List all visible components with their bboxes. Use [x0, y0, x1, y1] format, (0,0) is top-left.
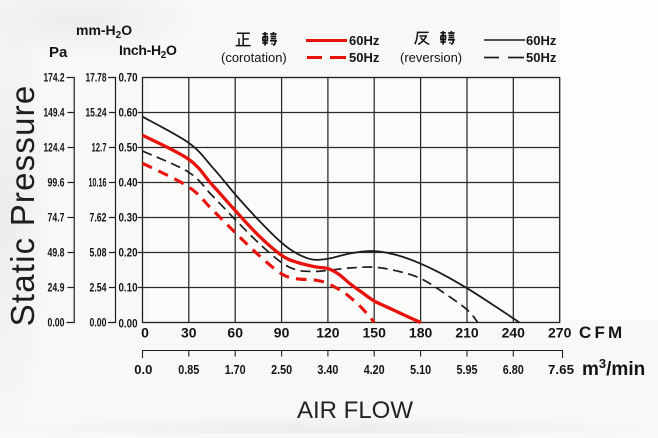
svg-text:10.16: 10.16 [89, 176, 107, 190]
svg-text:124.4: 124.4 [44, 141, 65, 155]
svg-text:270: 270 [548, 325, 572, 341]
svg-text:180: 180 [409, 325, 433, 341]
svg-text:0.00: 0.00 [90, 316, 107, 330]
svg-text:5.95: 5.95 [457, 362, 478, 377]
svg-text:149.4: 149.4 [44, 106, 65, 120]
svg-text:0.10: 0.10 [119, 281, 138, 295]
svg-text:Pa: Pa [49, 44, 68, 61]
svg-text:60: 60 [227, 325, 243, 341]
svg-text:15.24: 15.24 [86, 106, 107, 120]
svg-text:150: 150 [363, 325, 387, 341]
svg-text:0.70: 0.70 [119, 71, 138, 85]
svg-text:0.60: 0.60 [119, 106, 138, 120]
svg-text:Static Pressure: Static Pressure [4, 85, 41, 327]
svg-text:2.50: 2.50 [271, 362, 292, 377]
svg-text:174.2: 174.2 [44, 71, 65, 85]
svg-text:17.78: 17.78 [86, 71, 107, 85]
svg-text:49.8: 49.8 [48, 246, 65, 260]
svg-text:4.20: 4.20 [364, 362, 385, 377]
svg-text:240: 240 [502, 325, 526, 341]
svg-text:0.00: 0.00 [119, 317, 138, 331]
svg-text:0.20: 0.20 [119, 246, 138, 260]
svg-text:90: 90 [274, 325, 290, 341]
svg-text:7.62: 7.62 [90, 211, 107, 225]
svg-text:AIR FLOW: AIR FLOW [297, 397, 413, 424]
svg-text:210: 210 [455, 325, 479, 341]
svg-text:12.7: 12.7 [92, 141, 107, 155]
svg-text:30: 30 [181, 325, 197, 341]
svg-text:7.65: 7.65 [548, 362, 574, 377]
svg-text:0.85: 0.85 [178, 362, 199, 377]
svg-text:60Hz: 60Hz [526, 33, 557, 48]
svg-text:120: 120 [316, 325, 340, 341]
svg-text:60Hz: 60Hz [349, 33, 380, 48]
svg-text:1.70: 1.70 [225, 362, 246, 377]
svg-text:(reversion): (reversion) [400, 50, 462, 65]
svg-text:0: 0 [141, 325, 149, 341]
svg-text:CFM: CFM [579, 323, 625, 342]
svg-text:0.0: 0.0 [134, 362, 152, 377]
svg-text:(corotation): (corotation) [221, 50, 287, 65]
svg-text:5.10: 5.10 [410, 362, 431, 377]
svg-text:5.08: 5.08 [90, 246, 107, 260]
svg-text:99.6: 99.6 [48, 176, 65, 190]
svg-text:6.80: 6.80 [503, 362, 524, 377]
svg-text:0.00: 0.00 [48, 316, 65, 330]
svg-text:0.30: 0.30 [119, 211, 138, 225]
svg-text:m3/min: m3/min [582, 356, 645, 380]
svg-text:50Hz: 50Hz [526, 50, 557, 65]
svg-text:3.40: 3.40 [317, 362, 338, 377]
svg-text:0.50: 0.50 [119, 141, 138, 155]
svg-text:50Hz: 50Hz [349, 50, 380, 65]
svg-text:74.7: 74.7 [48, 211, 65, 225]
svg-text:2.54: 2.54 [90, 281, 107, 295]
svg-text:24.9: 24.9 [48, 281, 65, 295]
svg-text:0.40: 0.40 [119, 176, 138, 190]
